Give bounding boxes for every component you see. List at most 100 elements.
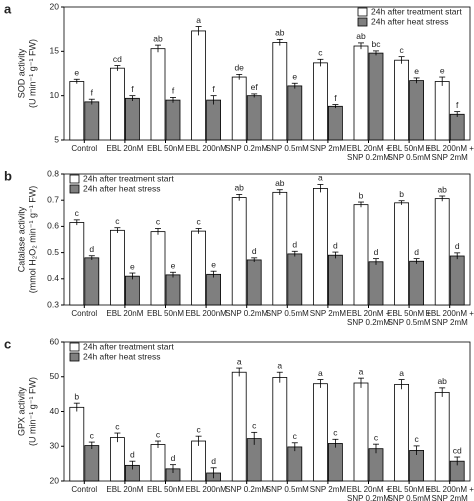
x-tick-label: EBL 20nM xyxy=(106,309,143,318)
x-tick-label: EBL 50nM + xyxy=(387,485,431,494)
error-bar xyxy=(114,227,121,233)
error-bar xyxy=(73,219,80,226)
error-bar xyxy=(236,73,243,80)
error-bar xyxy=(88,441,95,450)
bar xyxy=(409,80,425,141)
bar xyxy=(191,440,207,482)
significance-letter: d xyxy=(374,247,379,257)
y-axis-label: GPX activity xyxy=(16,386,26,436)
x-tick-label: EBL 20nM + xyxy=(347,309,391,318)
significance-letter: c xyxy=(156,429,161,439)
plot-frame xyxy=(63,341,471,482)
significance-letter: ab xyxy=(437,376,447,386)
error-bar xyxy=(251,93,258,98)
x-tick-label: EBL 200nM xyxy=(185,309,227,318)
significance-letter: cd xyxy=(453,445,462,455)
error-bar xyxy=(88,255,95,260)
y-axis-label: Catalase activity xyxy=(16,206,26,272)
significance-letter: de xyxy=(234,63,244,73)
bar xyxy=(110,229,125,306)
bar xyxy=(84,257,100,306)
x-tick-label: EBL 20nM xyxy=(106,144,143,153)
error-bar xyxy=(454,111,461,117)
y-tick-label: 0.5 xyxy=(47,247,59,257)
x-tick-label: SNP 0.2mM xyxy=(347,318,390,327)
error-bar xyxy=(129,460,136,470)
significance-letter: c xyxy=(156,217,161,227)
significance-letter: d xyxy=(455,241,460,251)
bar xyxy=(69,406,85,482)
panel-label: c xyxy=(4,336,11,351)
significance-letter: c xyxy=(196,217,201,227)
error-bar xyxy=(413,258,420,264)
significance-letter: a xyxy=(399,368,404,378)
x-tick-label: EBL 20nM + xyxy=(347,485,391,494)
bar xyxy=(353,382,369,482)
y-tick-label: 50 xyxy=(50,371,60,381)
significance-letter: b xyxy=(399,189,404,199)
x-tick-label: SNP 0.5mM xyxy=(388,153,431,162)
legend-label: 24h after treatment start xyxy=(83,173,174,183)
error-bar xyxy=(195,435,202,446)
bar xyxy=(165,274,181,306)
significance-letter: b xyxy=(74,391,79,401)
bar xyxy=(312,383,328,482)
y-tick-label: 0.8 xyxy=(47,168,59,178)
y-tick-label: 40 xyxy=(50,406,60,416)
error-bar xyxy=(276,371,283,383)
x-tick-label: EBL 200nM + xyxy=(425,309,474,318)
significance-letter: b xyxy=(359,190,364,200)
x-tick-label: SNP 2mM xyxy=(432,153,469,162)
bar xyxy=(84,445,100,482)
x-tick-label: EBL 200nM + xyxy=(425,144,474,153)
bar xyxy=(231,76,247,141)
y-tick-label: 10 xyxy=(50,90,60,100)
significance-letter: f xyxy=(334,93,337,103)
error-bar xyxy=(291,250,298,257)
error-bar xyxy=(155,228,161,235)
y-tick-label: 5 xyxy=(54,134,59,144)
legend-swatch xyxy=(69,174,80,184)
error-bar xyxy=(73,402,80,412)
significance-letter: c xyxy=(333,428,338,438)
bar xyxy=(368,448,384,482)
bar xyxy=(353,45,369,141)
bar xyxy=(84,101,100,141)
bar xyxy=(150,444,166,482)
error-bar xyxy=(373,50,379,56)
y-tick-label: 0.4 xyxy=(47,273,59,283)
error-bar xyxy=(358,201,364,208)
significance-letter: d xyxy=(171,453,176,463)
x-tick-label: SNP 0.2mM xyxy=(347,494,390,501)
bar xyxy=(191,230,207,306)
significance-letter: a xyxy=(237,356,242,366)
significance-letter: c xyxy=(374,432,379,442)
significance-letter: f xyxy=(456,100,459,110)
bar xyxy=(449,255,465,306)
bar xyxy=(69,222,85,306)
significance-letter: ef xyxy=(251,82,259,92)
x-tick-label: SNP 0.5mM xyxy=(388,318,431,327)
y-axis-label: (U min⁻¹ g⁻¹ FW) xyxy=(27,377,37,446)
y-tick-label: 15 xyxy=(50,46,60,56)
legend-swatch xyxy=(69,184,80,194)
significance-letter: c xyxy=(196,424,201,434)
error-bar xyxy=(276,38,283,46)
legend-label: 24h after heat stress xyxy=(83,351,161,361)
error-bar xyxy=(439,195,446,202)
error-bar xyxy=(332,104,339,109)
significance-letter: d xyxy=(333,240,338,250)
bar xyxy=(409,260,425,306)
panel-label: b xyxy=(4,168,12,183)
error-bar xyxy=(398,200,405,205)
significance-letter: cd xyxy=(113,54,122,64)
bar xyxy=(206,273,222,306)
y-tick-label: 0.3 xyxy=(47,299,59,309)
error-bar xyxy=(251,257,258,263)
error-bar xyxy=(170,464,176,474)
error-bar xyxy=(413,445,420,455)
error-bar xyxy=(251,431,258,445)
bar xyxy=(434,81,450,141)
y-tick-label: 0.6 xyxy=(47,221,59,231)
bar xyxy=(327,105,343,141)
